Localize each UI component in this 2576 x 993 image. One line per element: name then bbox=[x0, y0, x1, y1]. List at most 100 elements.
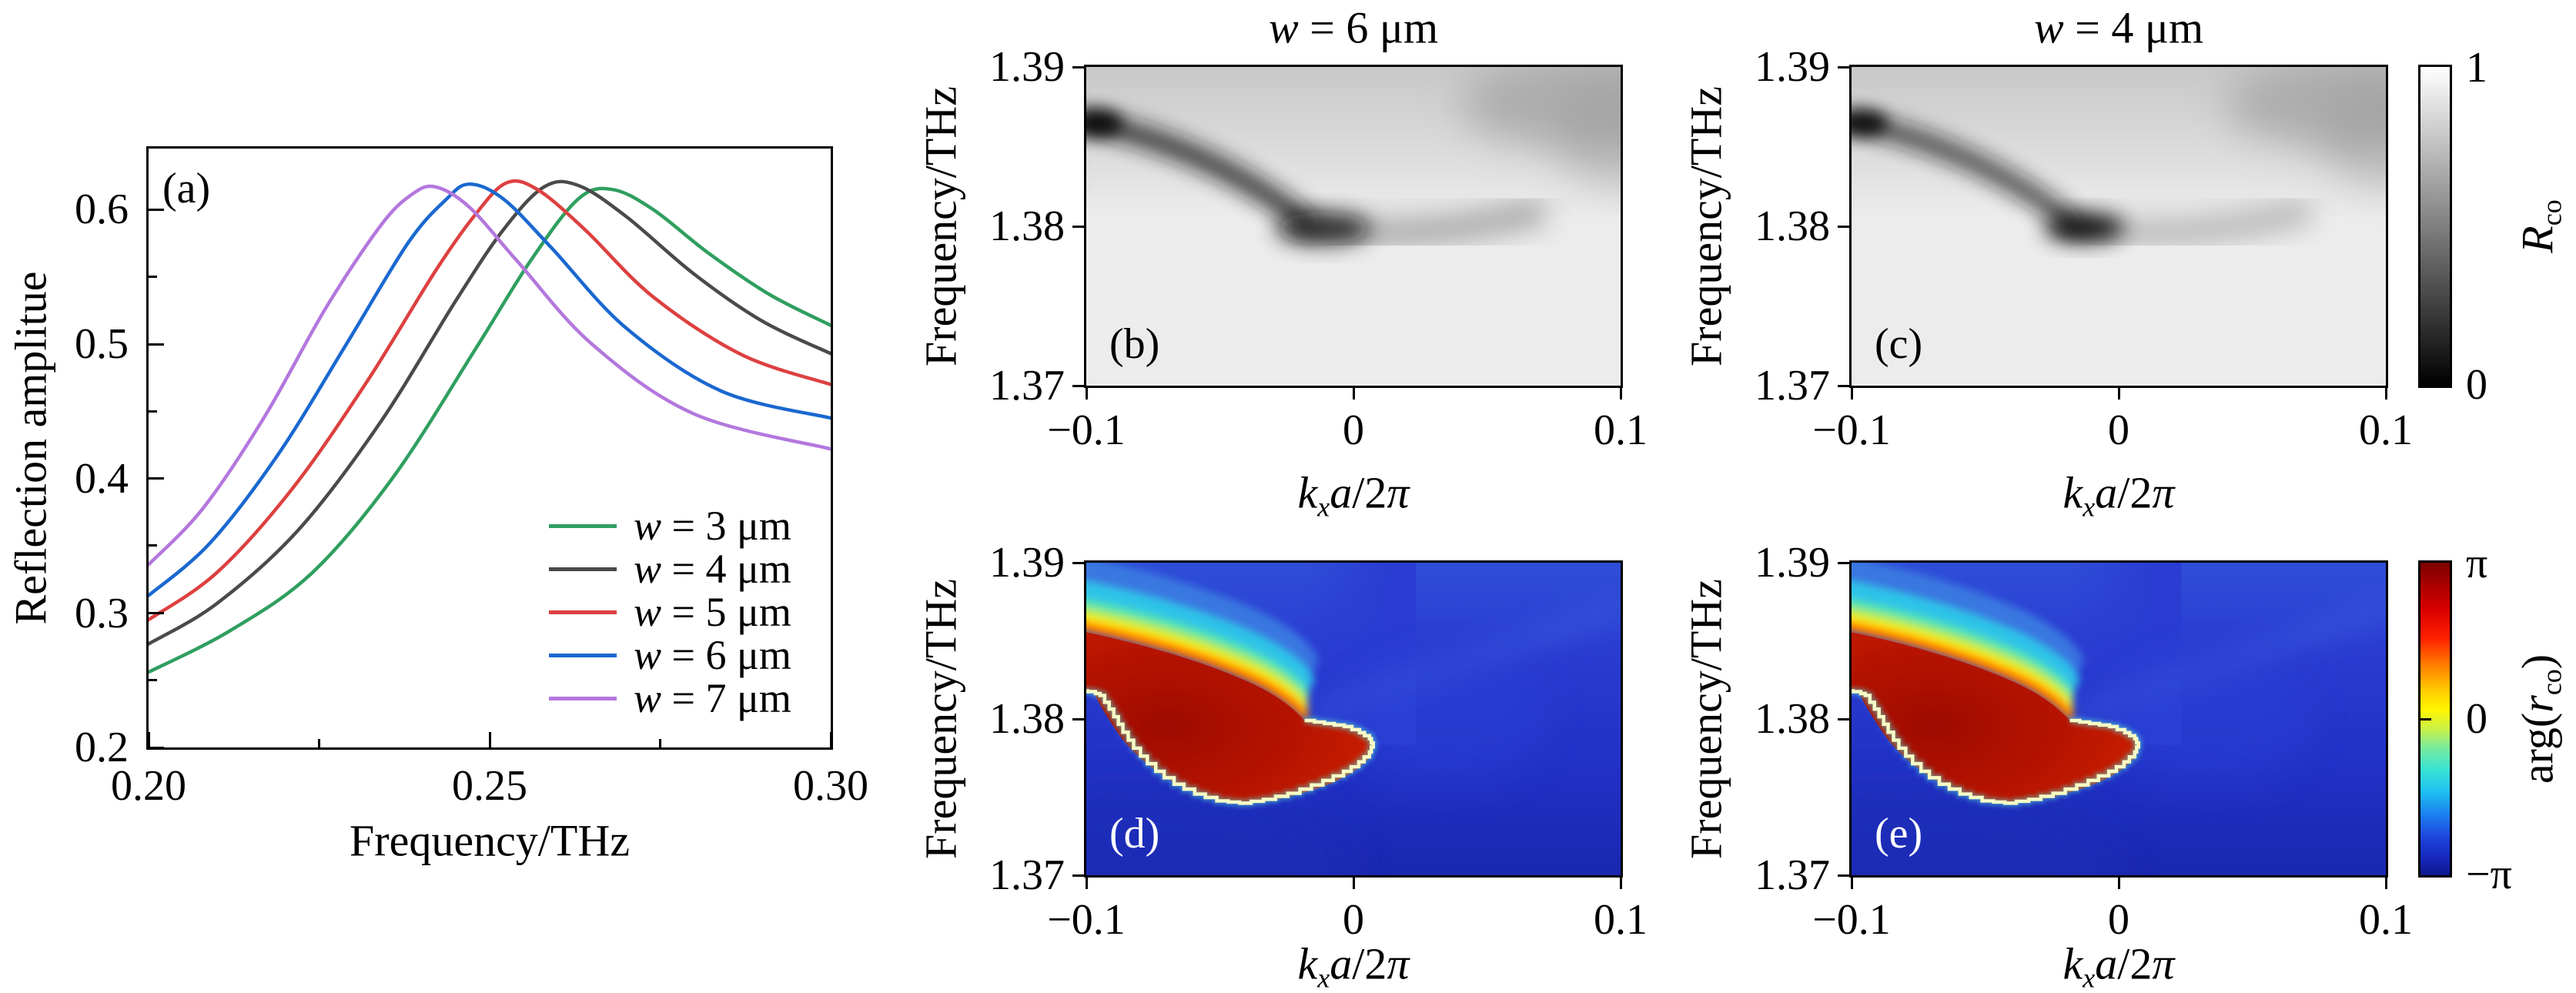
panel-c-heatmap-art bbox=[1852, 67, 2386, 386]
text-part: k bbox=[1297, 467, 1318, 518]
legend-line-sample bbox=[549, 567, 617, 571]
text-part: /2 bbox=[1352, 938, 1387, 989]
text-part: = 4 μm bbox=[661, 546, 791, 592]
x-tick bbox=[2117, 875, 2120, 889]
text-part: r bbox=[2512, 695, 2563, 713]
text-part: π bbox=[2152, 467, 2175, 518]
text-part: /2 bbox=[2117, 467, 2153, 518]
colorbar-arg-tick-min: −π bbox=[2466, 851, 2512, 898]
panel-b-plot: (b) −0.1 0 0.1 1.39 1.38 1.37 bbox=[989, 43, 1648, 454]
curve-w-6-m bbox=[149, 182, 831, 597]
legend-label: w = 7 μm bbox=[634, 674, 791, 722]
y-tick-label: 1.39 bbox=[989, 43, 1065, 91]
y-tick bbox=[1838, 561, 1852, 564]
text-part: = 7 μm bbox=[661, 675, 791, 721]
x-tick-label: −0.1 bbox=[1812, 406, 1891, 454]
y-tick-label: 0.5 bbox=[75, 320, 129, 369]
x-tick bbox=[1850, 386, 1853, 400]
panel-d-heatmap-art bbox=[1086, 563, 1621, 875]
y-tick-label: 1.38 bbox=[989, 202, 1065, 250]
y-minor-tick bbox=[149, 544, 157, 547]
x-tick-label: 0.1 bbox=[1594, 896, 1648, 944]
text-part: k bbox=[2062, 467, 2083, 518]
y-tick-label: 1.39 bbox=[989, 539, 1065, 587]
text-part: w bbox=[634, 632, 662, 678]
colorbar-arg bbox=[2418, 560, 2452, 878]
text-part: co bbox=[2536, 199, 2568, 226]
x-minor-tick bbox=[318, 739, 320, 747]
x-tick bbox=[2384, 386, 2387, 400]
text-part: x bbox=[2083, 491, 2096, 523]
panel-b-heatmap-art bbox=[1086, 67, 1621, 386]
y-tick bbox=[149, 208, 164, 211]
colorbar-arg-tick-max: π bbox=[2466, 540, 2488, 587]
y-tick bbox=[1838, 384, 1852, 387]
panel-b-title: w = 6 μm bbox=[1269, 2, 1438, 54]
legend-line-sample bbox=[549, 523, 617, 528]
text-part: /2 bbox=[1352, 467, 1387, 518]
panel-d-xlabel: kxa/2π bbox=[1298, 938, 1410, 993]
colorbar-rco-gradient bbox=[2420, 67, 2450, 386]
x-tick-label: 0 bbox=[1343, 406, 1364, 454]
x-tick bbox=[829, 732, 832, 747]
legend-item: w = 7 μm bbox=[549, 675, 791, 721]
text-part: arg( bbox=[2512, 712, 2563, 784]
colorbar-rco-tick-max: 1 bbox=[2466, 44, 2487, 92]
legend-line-sample bbox=[549, 696, 617, 700]
text-part: a bbox=[2095, 467, 2118, 518]
x-minor-tick bbox=[659, 739, 661, 747]
panel-e-xlabel: kxa/2π bbox=[2063, 938, 2175, 993]
text-part: /2 bbox=[2117, 938, 2153, 989]
legend-line-sample bbox=[549, 610, 617, 614]
text-part: k bbox=[2062, 938, 2083, 989]
x-tick bbox=[1850, 875, 1853, 889]
text-part: x bbox=[1317, 491, 1330, 523]
panel-a-xlabel: Frequency/THz bbox=[350, 815, 630, 866]
text-part: w bbox=[634, 503, 662, 549]
text-part: w bbox=[2033, 2, 2064, 53]
x-tick-label: −0.1 bbox=[1047, 406, 1126, 454]
y-tick bbox=[1072, 225, 1086, 228]
panel-e-ylabel: Frequency/THz bbox=[1681, 579, 1731, 859]
y-tick bbox=[1072, 384, 1086, 387]
x-tick-label: −0.1 bbox=[1812, 896, 1891, 944]
panel-a-plot: (a) w = 3 μm w = 4 μm w = 5 μm w = 6 μm w = … bbox=[75, 146, 868, 810]
x-tick-label: 0 bbox=[1343, 896, 1364, 944]
y-tick-label: 1.38 bbox=[1755, 202, 1830, 250]
panel-d-label: (d) bbox=[1109, 810, 1160, 858]
text-part: w bbox=[1268, 2, 1299, 53]
legend-item: w = 6 μm bbox=[549, 632, 791, 678]
panel-d-heatmap bbox=[1086, 563, 1621, 875]
x-tick bbox=[2117, 386, 2120, 400]
colorbar-arg-tick-zero: 0 bbox=[2466, 695, 2487, 743]
legend-label: w = 5 μm bbox=[634, 588, 791, 636]
curve-w-7-m bbox=[149, 184, 831, 567]
panel-c-xlabel: kxa/2π bbox=[2063, 467, 2175, 522]
panel-b-label: (b) bbox=[1109, 320, 1160, 368]
colorbar-arg-zero-tick bbox=[2420, 717, 2431, 721]
text-part: x bbox=[1317, 962, 1330, 993]
x-tick-label: 0.20 bbox=[111, 762, 186, 810]
panel-e-heatmap-art bbox=[1852, 563, 2386, 875]
y-tick-label: 1.39 bbox=[1755, 43, 1830, 91]
panel-d-plot: (d) −0.1 0 0.1 1.39 1.38 1.37 bbox=[989, 539, 1648, 944]
y-tick-label: 0.4 bbox=[75, 454, 129, 503]
text-part: k bbox=[1297, 938, 1318, 989]
panel-a-ylabel: Reflection amplitue bbox=[5, 271, 56, 625]
x-tick-label: 0 bbox=[2108, 896, 2129, 944]
x-tick bbox=[1085, 875, 1088, 889]
panel-c-title: w = 4 μm bbox=[2034, 2, 2203, 54]
x-tick-label: −0.1 bbox=[1047, 896, 1126, 944]
panel-e-plot: (e) −0.1 0 0.1 1.39 1.38 1.37 bbox=[1755, 539, 2413, 944]
panel-e-label: (e) bbox=[1875, 810, 1923, 858]
text-part: a bbox=[2095, 938, 2118, 989]
legend-label: w = 3 μm bbox=[634, 502, 791, 550]
x-tick bbox=[1619, 875, 1622, 889]
y-tick bbox=[1838, 65, 1852, 69]
colorbar-rco-tick-min: 0 bbox=[2466, 361, 2487, 409]
panel-b-ylabel: Frequency/THz bbox=[915, 86, 966, 366]
colorbar-rco-label: Rco bbox=[2512, 199, 2568, 252]
x-tick-label: 0.30 bbox=[793, 762, 868, 810]
legend-label: w = 6 μm bbox=[634, 631, 791, 679]
x-tick-label: 0.25 bbox=[452, 762, 527, 810]
